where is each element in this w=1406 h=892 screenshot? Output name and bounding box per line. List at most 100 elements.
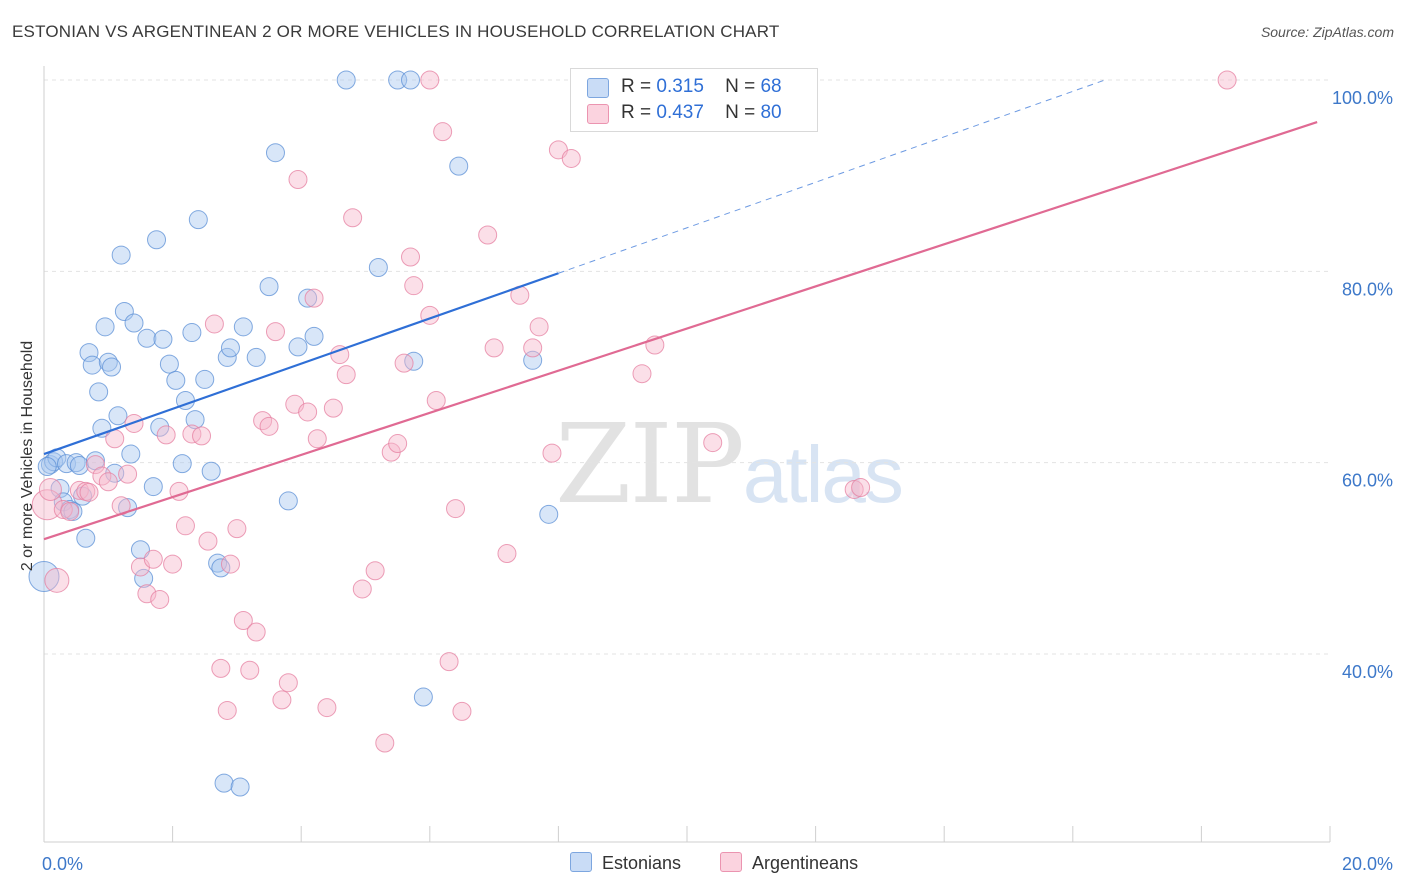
estonian-point bbox=[150, 417, 170, 437]
y-tick-label: 40.0% bbox=[1342, 662, 1393, 682]
argentinean-point bbox=[439, 652, 459, 672]
argentinean-point bbox=[233, 611, 253, 631]
argentinean-point bbox=[182, 424, 202, 444]
argentinean-point bbox=[69, 480, 89, 500]
legend-r-value: 0.437 bbox=[656, 102, 704, 123]
argentinean-point bbox=[446, 499, 466, 519]
argentinean-trend-line bbox=[43, 121, 1318, 541]
legend-n-value: 68 bbox=[760, 76, 782, 97]
estonian-point bbox=[404, 351, 424, 371]
argentinean-point bbox=[259, 416, 279, 436]
estonian-point bbox=[298, 288, 318, 308]
argentinean-point bbox=[523, 338, 543, 358]
estonian-point bbox=[69, 456, 89, 476]
argentinean-point bbox=[227, 519, 247, 539]
argentinean-point bbox=[211, 658, 231, 678]
argentinean-point bbox=[288, 169, 308, 189]
argentinean-point bbox=[85, 455, 105, 475]
estonian-point bbox=[95, 317, 115, 337]
estonian-point bbox=[449, 156, 469, 176]
argentinean-point bbox=[79, 482, 99, 502]
estonian-point bbox=[166, 370, 186, 390]
estonian-trend-line bbox=[43, 272, 559, 456]
estonian-point bbox=[121, 444, 141, 464]
argentinean-point bbox=[304, 288, 324, 308]
legend-swatch-argentineans bbox=[720, 852, 742, 872]
chart-title: ESTONIAN VS ARGENTINEAN 2 OR MORE VEHICL… bbox=[12, 22, 780, 41]
argentinean-point bbox=[307, 429, 327, 449]
estonian-point bbox=[214, 773, 234, 793]
argentinean-point bbox=[198, 531, 218, 551]
legend-item-estonians[interactable]: Estonians bbox=[570, 852, 681, 874]
estonian-point bbox=[265, 143, 285, 163]
legend-n-label: N = bbox=[725, 76, 756, 97]
argentinean-point bbox=[137, 584, 157, 604]
argentinean-point bbox=[336, 365, 356, 385]
y-tick-label: 100.0% bbox=[1332, 88, 1393, 108]
argentinean-point bbox=[204, 314, 224, 334]
estonian-point bbox=[79, 343, 99, 363]
legend-r-value: 0.315 bbox=[656, 76, 704, 97]
argentinean-point bbox=[143, 549, 163, 569]
y-axis-label: 2 or more Vehicles in Household bbox=[19, 340, 36, 572]
argentinean-point bbox=[278, 673, 298, 693]
argentinean-point bbox=[426, 390, 446, 410]
legend-r-label: R = bbox=[621, 102, 652, 123]
argentinean-point bbox=[240, 660, 260, 680]
estonian-point bbox=[147, 230, 167, 250]
argentinean-point bbox=[632, 364, 652, 384]
argentinean-point bbox=[542, 443, 562, 463]
argentinean-point bbox=[420, 70, 440, 90]
series-legend: Estonians Argentineans bbox=[0, 852, 1406, 878]
argentinean-point bbox=[1217, 70, 1237, 90]
estonian-point bbox=[130, 540, 150, 560]
estonian-point bbox=[259, 277, 279, 297]
argentinean-point bbox=[53, 500, 73, 520]
argentinean-point bbox=[401, 247, 421, 267]
estonian-point bbox=[111, 245, 131, 265]
argentinean-point bbox=[156, 425, 176, 445]
argentinean-point bbox=[484, 338, 504, 358]
estonian-point bbox=[89, 382, 109, 402]
estonian-point bbox=[37, 456, 57, 476]
argentinean-point bbox=[98, 472, 118, 492]
estonian-point bbox=[230, 777, 250, 797]
legend-n-label: N = bbox=[725, 102, 756, 123]
watermark-zip: ZIP bbox=[555, 400, 745, 528]
estonian-point bbox=[118, 498, 138, 518]
watermark: ZIPatlas bbox=[555, 400, 904, 528]
y-tick-label: 80.0% bbox=[1342, 279, 1393, 299]
argentinean-point bbox=[375, 733, 395, 753]
y-tick-label: 60.0% bbox=[1342, 471, 1393, 491]
argentinean-point bbox=[317, 698, 337, 718]
legend-r-label: R = bbox=[621, 76, 652, 97]
argentinean-point bbox=[388, 434, 408, 454]
argentinean-point bbox=[343, 208, 363, 228]
legend-item-argentineans[interactable]: Argentineans bbox=[720, 852, 858, 874]
legend-n-value: 80 bbox=[760, 102, 782, 123]
estonian-point bbox=[304, 326, 324, 346]
watermark-atlas: atlas bbox=[742, 430, 904, 519]
x-tick-label: 20.0% bbox=[1342, 854, 1393, 874]
estonian-point bbox=[185, 410, 205, 430]
estonian-point bbox=[288, 337, 308, 357]
argentinean-point bbox=[38, 477, 62, 501]
argentinean-point bbox=[851, 478, 871, 498]
estonian-point bbox=[413, 687, 433, 707]
argentinean-point bbox=[433, 122, 453, 142]
estonian-point bbox=[246, 347, 266, 367]
estonian-point bbox=[28, 561, 60, 593]
legend-swatch-estonians bbox=[587, 78, 609, 98]
argentinean-point bbox=[272, 690, 292, 710]
estonian-point bbox=[108, 406, 128, 426]
estonian-point bbox=[134, 568, 154, 588]
argentinean-point bbox=[163, 554, 183, 574]
estonian-point bbox=[539, 504, 559, 524]
argentinean-point bbox=[192, 426, 212, 446]
argentinean-point bbox=[478, 225, 498, 245]
legend-swatch-argentineans bbox=[587, 104, 609, 124]
estonian-trend-extension bbox=[558, 79, 1106, 274]
estonian-point bbox=[137, 328, 157, 348]
estonian-point bbox=[82, 355, 102, 375]
source-label: Source: ZipAtlas.com bbox=[1260, 24, 1394, 40]
